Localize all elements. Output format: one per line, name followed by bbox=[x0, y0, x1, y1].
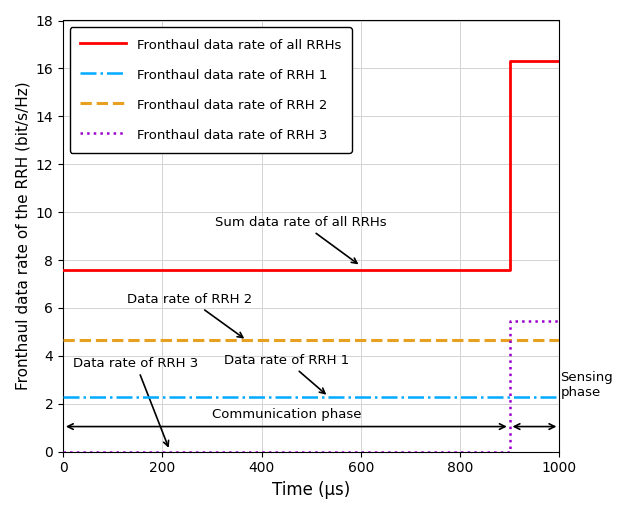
Fronthaul data rate of RRH 3 bbox=[506, 449, 514, 455]
Fronthaul data rate of all RRHs bbox=[556, 58, 563, 64]
Text: Communication phase: Communication phase bbox=[212, 408, 361, 421]
X-axis label: Time (μs): Time (μs) bbox=[272, 481, 350, 499]
Text: Sum data rate of all RRHs: Sum data rate of all RRHs bbox=[215, 216, 387, 263]
Text: Data rate of RRH 3: Data rate of RRH 3 bbox=[73, 357, 198, 446]
Fronthaul data rate of RRH 3 bbox=[556, 318, 563, 324]
Text: Sensing
phase: Sensing phase bbox=[560, 371, 613, 399]
Fronthaul data rate of all RRHs bbox=[506, 267, 514, 273]
Text: Data rate of RRH 1: Data rate of RRH 1 bbox=[224, 354, 349, 394]
Legend: Fronthaul data rate of all RRHs, Fronthaul data rate of RRH 1, Fronthaul data ra: Fronthaul data rate of all RRHs, Frontha… bbox=[70, 27, 352, 153]
Fronthaul data rate of RRH 3 bbox=[506, 318, 514, 324]
Y-axis label: Fronthaul data rate of the RRH (bit/s/Hz): Fronthaul data rate of the RRH (bit/s/Hz… bbox=[15, 82, 30, 391]
Fronthaul data rate of all RRHs bbox=[506, 58, 514, 64]
Fronthaul data rate of all RRHs bbox=[59, 267, 67, 273]
Fronthaul data rate of RRH 3 bbox=[59, 449, 67, 455]
Text: Data rate of RRH 2: Data rate of RRH 2 bbox=[127, 292, 252, 338]
Line: Fronthaul data rate of all RRHs: Fronthaul data rate of all RRHs bbox=[63, 61, 560, 270]
Line: Fronthaul data rate of RRH 3: Fronthaul data rate of RRH 3 bbox=[63, 321, 560, 452]
